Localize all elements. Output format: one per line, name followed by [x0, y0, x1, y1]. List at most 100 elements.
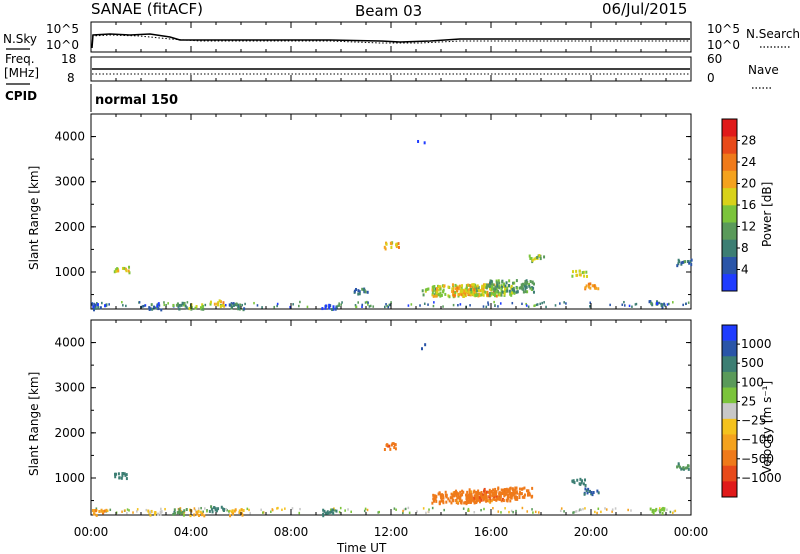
velocity-data-cell [333, 507, 335, 510]
power-data-cell [593, 284, 596, 288]
power-data-cell [578, 269, 581, 273]
nave-label: Nave [748, 63, 779, 77]
power-data-cell [167, 302, 169, 305]
power-data-cell [153, 305, 156, 309]
velocity-data-cell [521, 495, 524, 499]
power-data-cell [433, 301, 435, 304]
power-data-cell [530, 257, 533, 261]
velocity-data-cell [95, 509, 98, 513]
velocity-data-cell [594, 510, 596, 514]
power-data-cell [451, 283, 454, 287]
power-data-cell [204, 303, 207, 307]
power-data-cell [500, 293, 503, 297]
power-data-cell [681, 260, 684, 264]
power-data-cell [472, 285, 475, 289]
power-data-cell [512, 286, 515, 290]
power-data-cell [140, 305, 143, 309]
power-data-cell [539, 257, 542, 261]
power-data-cell [490, 282, 493, 286]
power-data-cell [468, 288, 471, 292]
velocity-data-cell [147, 509, 150, 513]
velocity-data-cell [501, 492, 504, 496]
power-data-cell [581, 271, 584, 275]
power-data-cell [505, 281, 508, 285]
power-data-cell [232, 303, 235, 307]
power-data-cell [589, 305, 591, 308]
velocity-data-cell [234, 508, 237, 512]
power-data-cell [554, 304, 557, 307]
power-data-cell [123, 266, 126, 270]
power-data-cell [219, 300, 222, 304]
power-data-cell [490, 279, 493, 283]
power-data-cell [473, 290, 476, 294]
power-colorbar-tick-label: 24 [741, 155, 756, 169]
power-data-cell [122, 304, 124, 307]
power-data-cell [469, 304, 471, 307]
power-data-cell [217, 303, 220, 307]
velocity-data-cell [281, 508, 283, 512]
power-colorbar-segment [722, 136, 737, 154]
velocity-data-cell [597, 507, 600, 510]
velocity-data-cell [442, 496, 445, 500]
velocity-data-cell [448, 499, 451, 503]
power-data-cell [190, 307, 193, 311]
velocity-data-cell [416, 510, 418, 513]
velocity-data-cell [434, 494, 437, 498]
power-data-cell [531, 280, 534, 284]
power-data-cell [387, 305, 390, 309]
power-data-cell [487, 294, 490, 298]
power-data-cell [477, 286, 480, 290]
velocity-data-cell [511, 487, 514, 491]
cpid-label: CPID [5, 89, 37, 103]
velocity-data-cell [492, 493, 495, 497]
power-data-cell [623, 300, 625, 304]
velocity-data-cell [121, 510, 123, 513]
velocity-data-cell [493, 497, 496, 501]
power-data-cell [493, 300, 495, 304]
power-data-cell [495, 290, 498, 294]
power-data-cell [201, 303, 204, 307]
velocity-data-cell [445, 495, 448, 499]
velocity-data-cell [93, 508, 96, 512]
velocity-data-cell [183, 511, 186, 514]
power-data-cell [484, 290, 487, 294]
velocity-data-cell [510, 491, 513, 495]
velocity-colorbar-segment [722, 434, 737, 451]
power-data-cell [353, 289, 356, 293]
velocity-data-cell [508, 490, 511, 494]
velocity-data-cell [597, 491, 600, 495]
velocity-data-cell [484, 492, 487, 496]
velocity-data-cell [469, 500, 472, 504]
velocity-data-cell [476, 498, 479, 502]
velocity-data-cell [682, 467, 685, 471]
velocity-data-cell [673, 510, 676, 513]
velocity-data-cell [95, 507, 98, 510]
velocity-data-cell [183, 509, 186, 513]
velocity-data-cell [451, 496, 454, 500]
power-data-cell [635, 302, 638, 306]
velocity-data-cell [461, 489, 464, 493]
power-colorbar-segment [722, 153, 737, 171]
power-data-cell [651, 303, 654, 307]
velocity-data-cell [407, 506, 410, 510]
velocity-data-cell [425, 511, 427, 515]
power-data-cell [508, 289, 511, 293]
power-data-cell [522, 282, 525, 286]
power-data-cell [534, 304, 536, 307]
power-data-cell [531, 258, 534, 262]
velocity-data-cell [652, 509, 655, 513]
velocity-data-cell [527, 489, 530, 493]
power-data-cell [559, 302, 561, 305]
velocity-data-cell [459, 495, 462, 499]
power-data-cell [457, 304, 459, 307]
velocity-data-cell [515, 496, 518, 500]
power-data-cell [460, 289, 463, 293]
power-data-cell [437, 293, 440, 297]
freq-right-tick-bottom: 0 [707, 71, 715, 85]
power-data-cell [503, 282, 506, 286]
power-data-cell [497, 305, 499, 308]
power-data-cell [494, 285, 497, 289]
power-data-cell [533, 304, 535, 308]
velocity-data-cell [514, 497, 517, 501]
power-data-cell [470, 287, 473, 291]
